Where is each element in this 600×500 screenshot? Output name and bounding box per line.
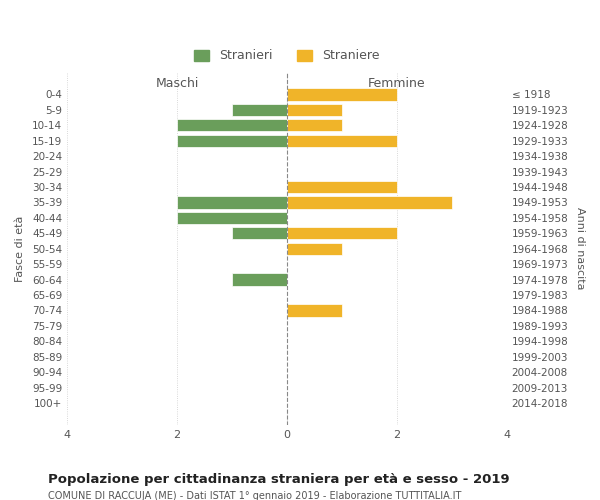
Bar — [232, 274, 287, 285]
Bar — [287, 119, 342, 132]
Text: Femmine: Femmine — [368, 77, 425, 90]
Bar — [177, 196, 287, 208]
Text: COMUNE DI RACCUJA (ME) - Dati ISTAT 1° gennaio 2019 - Elaborazione TUTTITALIA.IT: COMUNE DI RACCUJA (ME) - Dati ISTAT 1° g… — [48, 491, 461, 500]
Bar — [177, 134, 287, 147]
Text: Maschi: Maschi — [155, 77, 199, 90]
Bar — [287, 134, 397, 147]
Bar — [287, 181, 397, 193]
Bar — [287, 196, 452, 208]
Y-axis label: Fasce di età: Fasce di età — [15, 216, 25, 282]
Bar — [232, 104, 287, 116]
Y-axis label: Anni di nascita: Anni di nascita — [575, 208, 585, 290]
Bar — [177, 212, 287, 224]
Bar — [177, 119, 287, 132]
Text: Popolazione per cittadinanza straniera per età e sesso - 2019: Popolazione per cittadinanza straniera p… — [48, 472, 509, 486]
Bar — [287, 88, 397, 101]
Bar — [287, 242, 342, 255]
Bar — [287, 304, 342, 316]
Bar — [287, 227, 397, 239]
Bar — [287, 104, 342, 116]
Bar — [232, 227, 287, 239]
Legend: Stranieri, Straniere: Stranieri, Straniere — [188, 43, 386, 68]
